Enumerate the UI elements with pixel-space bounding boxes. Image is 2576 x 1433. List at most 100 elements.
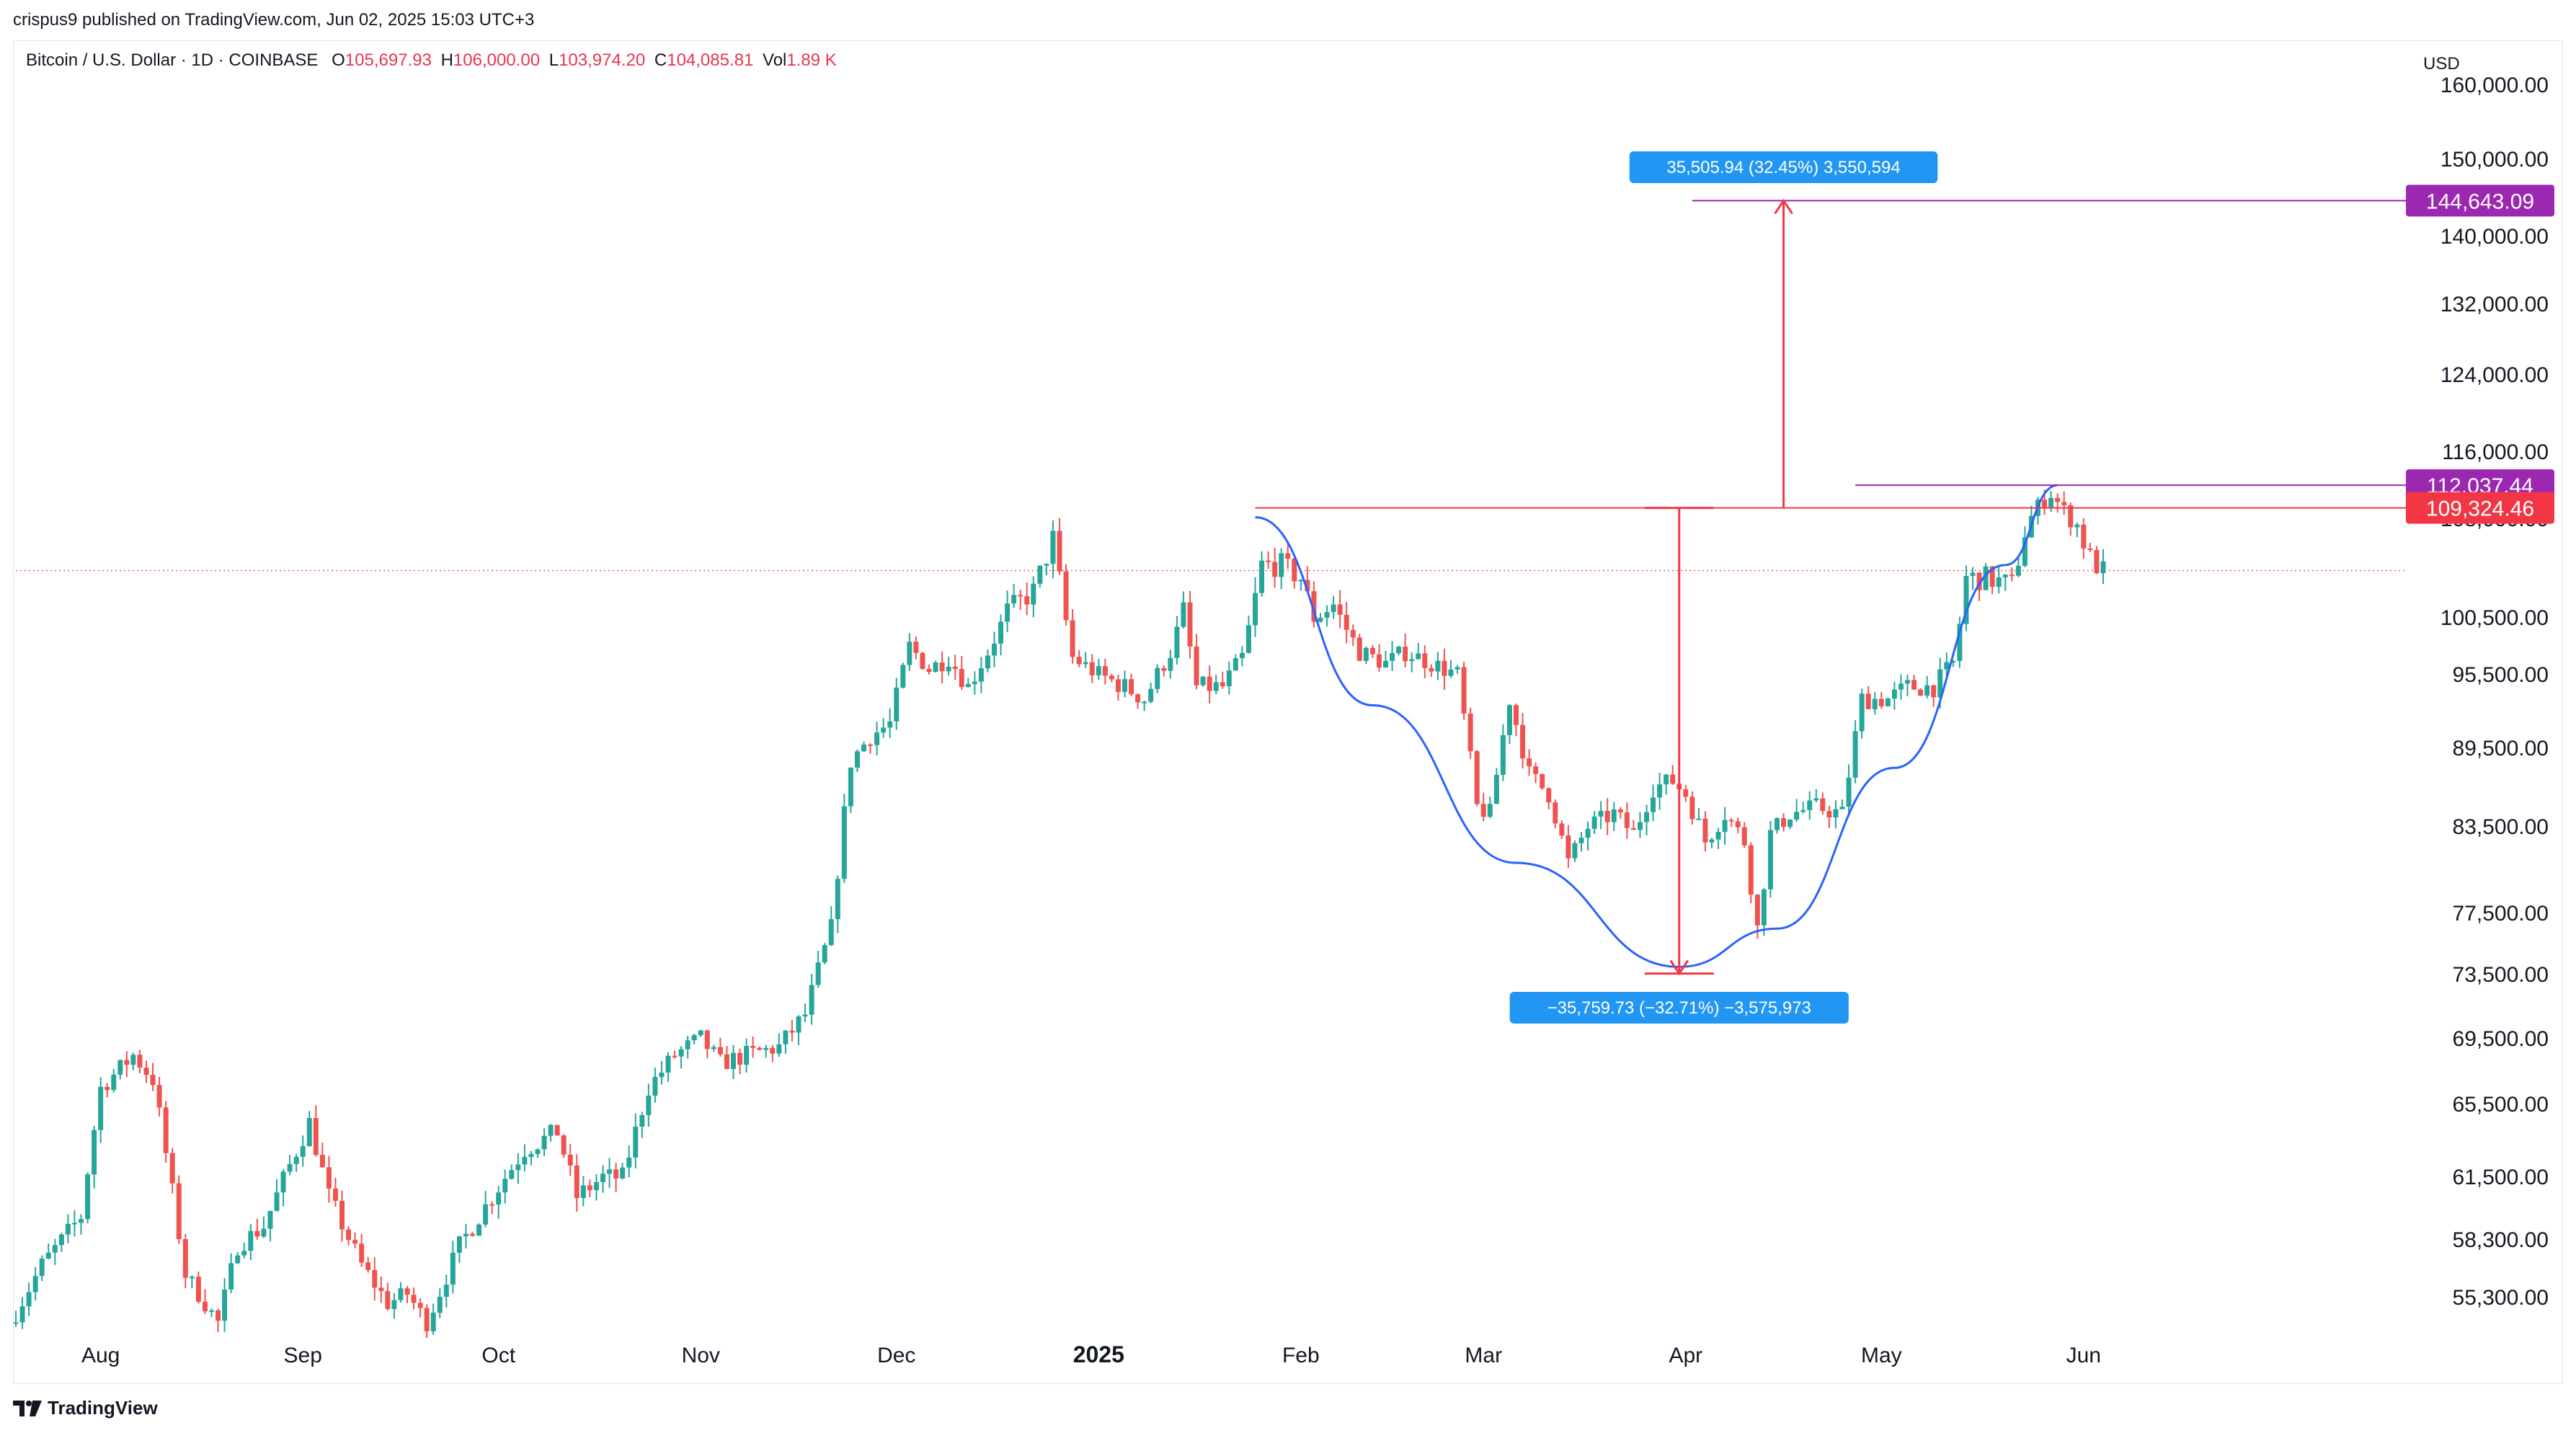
x-tick-label: Nov: [682, 1344, 720, 1367]
x-tick-label: 2025: [1073, 1341, 1124, 1367]
candle-body: [274, 1192, 280, 1211]
candle-body: [1298, 580, 1304, 582]
candle-body: [352, 1240, 358, 1244]
y-tick-label: 73,500.00: [2453, 963, 2549, 987]
candle: [1161, 665, 1167, 677]
y-tick-label: 77,500.00: [2453, 902, 2549, 926]
candle: [182, 1233, 188, 1288]
candle-body: [1715, 832, 1721, 840]
candle-body: [1207, 676, 1212, 691]
candle-body: [1976, 572, 1982, 590]
candle-body: [1644, 812, 1649, 822]
candle: [1356, 634, 1362, 662]
candle-body: [385, 1291, 391, 1309]
candle: [763, 1044, 769, 1058]
candle: [731, 1044, 736, 1079]
candle-body: [763, 1047, 769, 1050]
candle-body: [235, 1255, 241, 1264]
candle-body: [1533, 766, 1539, 774]
candle-body: [45, 1252, 51, 1259]
candle-body: [965, 683, 971, 688]
price-badge[interactable]: 109,324.46: [2406, 492, 2554, 524]
candle: [939, 651, 945, 684]
candle: [424, 1304, 430, 1339]
candle-body: [463, 1233, 468, 1237]
candle: [1748, 842, 1754, 903]
candle-body: [678, 1049, 684, 1057]
candle: [1950, 660, 1956, 667]
candle-body: [1728, 820, 1734, 822]
candle: [39, 1255, 45, 1281]
candle-body: [1435, 660, 1441, 672]
candle-body: [1957, 624, 1963, 661]
candle-body: [1970, 572, 1976, 577]
candle: [1794, 799, 1800, 822]
candle-body: [1604, 810, 1610, 822]
legend-high-label: H: [440, 50, 453, 70]
y-tick-label: 160,000.00: [2440, 74, 2549, 97]
tradingview-brand[interactable]: TradingView: [13, 1397, 158, 1419]
candle: [300, 1135, 306, 1167]
candle: [1037, 564, 1043, 588]
candle: [580, 1176, 586, 1207]
candle-body: [280, 1171, 286, 1193]
candle: [633, 1113, 639, 1169]
candle-body: [2074, 524, 2080, 528]
candle: [1083, 652, 1088, 668]
candle-body: [1846, 777, 1852, 807]
depth-measure-label-box: [1509, 992, 1849, 1024]
candle: [665, 1052, 671, 1082]
candle-body: [1403, 647, 1408, 662]
price-badge[interactable]: 144,643.09: [2406, 185, 2554, 217]
candle: [1891, 681, 1897, 710]
candle-body: [1852, 731, 1858, 778]
candle-body: [1311, 591, 1317, 622]
candle: [1253, 577, 1258, 637]
candle-body: [1689, 797, 1695, 820]
candle-body: [907, 642, 912, 665]
candle-body: [1155, 667, 1160, 689]
candle-body: [1070, 620, 1075, 657]
candle-body: [339, 1200, 345, 1230]
candle-body: [704, 1030, 710, 1050]
candle: [757, 1046, 763, 1051]
depth-measure-label[interactable]: −35,759.73 (−32.71%) −3,575,973: [1509, 992, 1849, 1024]
candle-body: [1527, 758, 1532, 767]
candle-body: [1722, 820, 1728, 833]
candle: [874, 722, 880, 755]
candle: [1520, 713, 1526, 769]
candle: [143, 1060, 149, 1083]
candle: [2081, 518, 2087, 559]
candle-body: [26, 1292, 32, 1307]
candle: [1109, 673, 1114, 683]
candle: [222, 1278, 228, 1332]
candle-body: [450, 1252, 456, 1285]
candle: [1403, 633, 1408, 668]
candle-body: [1696, 818, 1702, 820]
candle-body: [757, 1047, 763, 1050]
candle-body: [1220, 682, 1225, 686]
candle: [1416, 643, 1421, 660]
candle: [535, 1148, 541, 1158]
candle: [1142, 700, 1147, 711]
candle: [195, 1271, 201, 1304]
candle-body: [724, 1054, 729, 1069]
candle-body: [515, 1164, 521, 1171]
candle: [1865, 686, 1871, 709]
candle-body: [130, 1055, 136, 1065]
candle: [1298, 579, 1304, 591]
x-tick-label: Sep: [284, 1344, 322, 1367]
candle: [2087, 542, 2093, 552]
candle: [841, 793, 847, 883]
candle-body: [1787, 820, 1793, 828]
candle-body: [1416, 653, 1421, 660]
y-tick-label: 65,500.00: [2453, 1093, 2549, 1117]
candle: [1761, 887, 1767, 936]
candle: [156, 1076, 162, 1117]
target-measure-label[interactable]: 35,505.94 (32.45%) 3,550,594: [1629, 151, 1938, 183]
candle: [1031, 576, 1036, 618]
candle-body: [1931, 685, 1937, 698]
candle: [815, 951, 821, 988]
candle: [848, 767, 853, 813]
